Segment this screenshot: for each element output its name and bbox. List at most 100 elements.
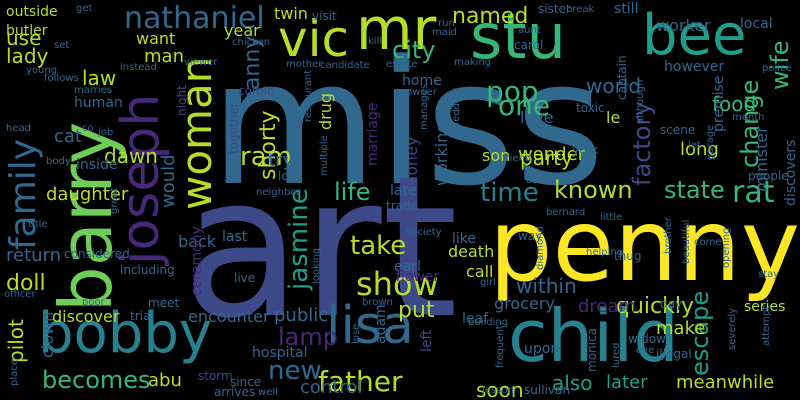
word-bernard: bernard — [546, 207, 586, 218]
word-lisa: lisa — [326, 296, 414, 356]
word-including: including — [120, 263, 175, 277]
word-twin: twin — [274, 4, 308, 23]
word-friend: friend — [502, 153, 532, 164]
word-flower: flower — [396, 269, 440, 285]
word-like: like — [452, 231, 477, 247]
word-return: return — [6, 245, 62, 266]
word-le: le — [606, 108, 621, 127]
word-discover: discover — [52, 307, 120, 326]
word-job: job — [98, 127, 114, 138]
word-widow: widow — [628, 332, 666, 346]
word-encounter: encounter — [188, 307, 270, 326]
word-pop: pop — [486, 75, 539, 108]
word-looking: looking — [311, 247, 322, 284]
word-thug: thug — [614, 249, 642, 263]
word-trial: trial — [130, 309, 154, 323]
word-lady: lady — [6, 44, 49, 68]
word-world: world — [586, 74, 642, 98]
word-leaf: leaf — [462, 311, 489, 327]
word-helping: helping — [586, 247, 624, 258]
word-title: title — [28, 219, 48, 230]
word-maid: maid — [432, 27, 457, 38]
word-come: come — [694, 237, 722, 248]
word-place: place — [9, 359, 20, 386]
word-although: although — [635, 79, 646, 124]
word-inside: inside — [76, 157, 118, 173]
word-using: using — [526, 175, 554, 186]
word-marries: marries — [74, 85, 113, 96]
word-abu: abu — [148, 370, 182, 391]
word-poor: poor — [82, 297, 105, 308]
word-later: later — [606, 372, 648, 393]
word-ceremony: ceremony — [189, 226, 205, 296]
word-drug: drug — [316, 92, 335, 130]
word-marriage: marriage — [365, 102, 381, 166]
word-opening: opening — [721, 227, 732, 268]
word-beautiful: beautiful — [681, 219, 692, 264]
word-new: new — [268, 356, 322, 386]
word-take: take — [350, 231, 407, 261]
word-soon: soon — [476, 378, 524, 400]
word-police: police — [762, 63, 792, 74]
word-upon: upon — [524, 341, 560, 357]
word-wedding: wedding — [451, 87, 462, 131]
word-neighbor: neighbor — [256, 187, 301, 198]
word-left: left — [419, 329, 435, 352]
word-york: york — [572, 143, 599, 157]
word-body: body — [46, 156, 71, 167]
word-together: together — [227, 102, 241, 154]
word-society: society — [406, 227, 442, 238]
word-want: want — [136, 29, 176, 48]
word-lesson: lesson — [482, 385, 514, 396]
word-way: way — [518, 229, 543, 243]
word-lamp: lamp — [278, 323, 338, 351]
word-captain: captain — [615, 55, 629, 100]
word-love: love — [520, 108, 554, 127]
word-lost: lost — [278, 169, 300, 183]
word-premise: premise — [711, 75, 727, 132]
word-home: home — [402, 73, 442, 89]
word-public: public — [274, 305, 329, 326]
word-father: father — [318, 365, 403, 398]
word-young: young — [26, 65, 58, 76]
word-owner: owner — [406, 87, 437, 98]
word-earl: earl — [394, 259, 421, 275]
word-people: people — [748, 169, 789, 183]
word-honey: honey — [402, 136, 421, 186]
word-miss: miss — [210, 23, 605, 224]
word-head: head — [6, 123, 31, 134]
word-run: run — [438, 18, 455, 29]
word-building: building — [468, 317, 509, 328]
word-dawn: dawn — [104, 144, 158, 168]
word-working: working — [432, 122, 451, 186]
word-making: making — [454, 57, 492, 68]
word-day: day — [660, 297, 683, 311]
word-last: last — [222, 229, 248, 245]
word-kill: kill — [368, 36, 383, 47]
word-city: city — [392, 36, 436, 64]
word-becomes: becomes — [42, 366, 151, 394]
word-candidate: candidate — [320, 60, 370, 71]
word-well: well — [258, 387, 278, 398]
word-year: year — [224, 21, 260, 40]
word-pilot: pilot — [4, 319, 28, 363]
word-cat: cat — [54, 126, 82, 147]
word-art: art — [182, 134, 459, 361]
word-monica: monica — [585, 328, 599, 372]
word-would: would — [158, 154, 179, 208]
word-illegal: illegal — [656, 347, 692, 361]
word-dream: dream — [578, 296, 637, 317]
word-sullivan: sullivan — [524, 383, 570, 397]
word-brother: brother — [663, 217, 674, 254]
word-call: call — [466, 262, 494, 281]
word-vic: vic — [278, 10, 349, 68]
word-girl: girl — [480, 277, 497, 288]
word-attempt: attempt — [761, 305, 772, 346]
word-grocery: grocery — [494, 294, 555, 313]
word-live: live — [234, 271, 256, 285]
word-brown: brown — [362, 297, 393, 308]
word-severely: severely — [727, 307, 738, 350]
word-restaurant: restaurant — [303, 69, 314, 122]
word-party: party — [520, 146, 573, 170]
